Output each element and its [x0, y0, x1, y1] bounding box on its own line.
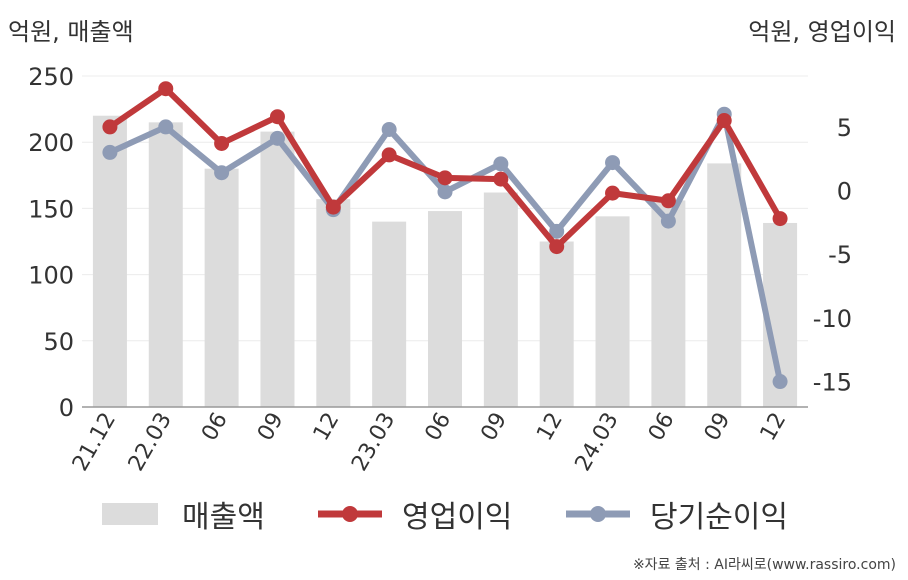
x-tick-label: 12 [532, 409, 568, 446]
point-net-income [102, 144, 118, 160]
left-tick-label: 100 [28, 262, 74, 290]
point-net-income [549, 223, 565, 239]
x-tick-label: 12 [309, 409, 345, 446]
legend-label-operating-profit: 영업이익 [402, 500, 513, 535]
right-tick-label: -5 [828, 241, 852, 269]
bar-revenue [260, 131, 295, 407]
point-net-income [269, 130, 285, 146]
point-net-income [605, 155, 621, 171]
point-operating-profit [214, 135, 230, 151]
bar-revenue [148, 122, 183, 407]
point-operating-profit [660, 193, 676, 209]
x-tick-label: 12 [756, 409, 792, 446]
bar-revenue [651, 200, 686, 407]
bar-revenue [539, 241, 574, 407]
point-operating-profit [716, 113, 732, 129]
legend-item-revenue[interactable]: 매출액 [102, 492, 265, 536]
legend-swatch-bar-icon [102, 503, 158, 525]
legend-line-marker-icon [318, 506, 382, 522]
x-tick-label: 23.03 [347, 409, 400, 476]
bar-revenue [707, 163, 742, 407]
bar-revenue [595, 216, 630, 407]
point-net-income [158, 119, 174, 135]
point-net-income [437, 184, 453, 200]
point-operating-profit [381, 147, 397, 163]
point-operating-profit [102, 119, 118, 135]
point-net-income [660, 213, 676, 229]
point-net-income [381, 121, 397, 137]
bar-revenue [316, 199, 351, 407]
right-tick-label: 0 [837, 178, 852, 206]
point-net-income [214, 165, 230, 181]
right-axis-unit-label: 억원, 영업이익 [748, 18, 896, 46]
x-tick-label: 21.12 [68, 409, 121, 476]
x-tick-label: 09 [476, 409, 512, 446]
bar-revenue [92, 115, 127, 407]
point-net-income [493, 156, 509, 172]
left-tick-label: 250 [28, 63, 74, 91]
x-tick-label: 06 [197, 409, 233, 446]
source-note: ※자료 출처 : AI라씨로(www.rassiro.com) [632, 557, 896, 573]
point-operating-profit [493, 171, 509, 187]
x-tick-label: 06 [421, 409, 457, 446]
left-tick-label: 50 [43, 328, 74, 356]
point-operating-profit [269, 109, 285, 125]
left-axis-unit-label: 억원, 매출액 [8, 18, 134, 46]
right-tick-label: -15 [813, 369, 852, 397]
legend-label-net-income: 당기순이익 [650, 500, 788, 535]
legend-label-revenue: 매출액 [182, 500, 265, 535]
point-operating-profit [325, 199, 341, 215]
point-operating-profit [772, 211, 788, 227]
right-tick-label: -10 [813, 305, 852, 333]
bar-revenue [428, 211, 462, 407]
point-operating-profit [158, 81, 174, 97]
x-tick-label: 09 [700, 409, 736, 446]
bar-revenue [372, 221, 407, 407]
x-tick-label: 06 [644, 409, 680, 446]
right-tick-label: 5 [837, 114, 852, 142]
x-tick-label: 09 [253, 409, 289, 446]
point-operating-profit [605, 185, 621, 201]
legend-line-marker-icon [566, 506, 630, 522]
left-tick-label: 0 [59, 394, 74, 422]
x-tick-label: 24.03 [571, 409, 624, 476]
point-operating-profit [437, 170, 453, 186]
left-tick-label: 150 [28, 195, 74, 223]
legend-item-net-income[interactable]: 당기순이익 [566, 492, 788, 536]
bar-revenue [483, 192, 518, 407]
point-net-income [772, 374, 788, 390]
bar-revenue [204, 168, 239, 407]
left-tick-label: 200 [28, 129, 74, 157]
legend-item-operating-profit[interactable]: 영업이익 [318, 492, 512, 536]
x-tick-label: 22.03 [124, 409, 177, 476]
point-operating-profit [549, 239, 565, 255]
